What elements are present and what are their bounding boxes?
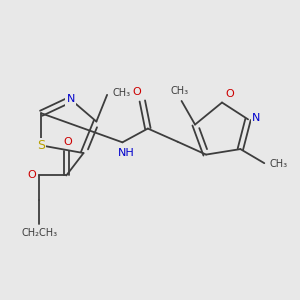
Text: O: O	[28, 170, 36, 180]
Text: O: O	[64, 137, 72, 147]
Text: CH₃: CH₃	[270, 159, 288, 170]
Text: S: S	[37, 139, 45, 152]
Text: N: N	[67, 94, 75, 104]
Text: NH: NH	[118, 148, 134, 158]
Text: CH₃: CH₃	[171, 86, 189, 96]
Text: N: N	[252, 113, 261, 123]
Text: O: O	[132, 87, 141, 97]
Text: CH₂CH₃: CH₂CH₃	[21, 228, 57, 238]
Text: CH₃: CH₃	[112, 88, 131, 98]
Text: O: O	[225, 89, 234, 99]
